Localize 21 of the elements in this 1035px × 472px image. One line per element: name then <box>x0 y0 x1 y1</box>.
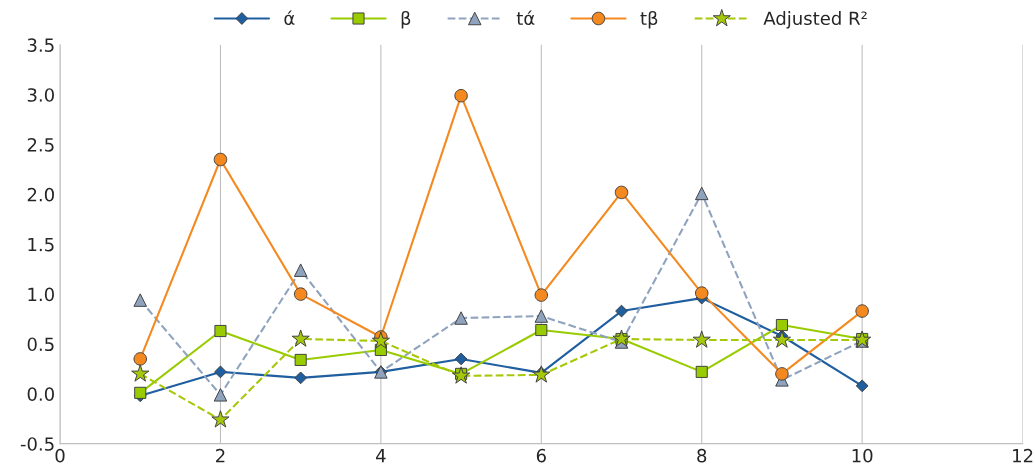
x-tick-label: 10 <box>852 448 873 463</box>
x-tick-label: 4 <box>376 449 386 463</box>
x-tick-label: 2 <box>216 448 225 463</box>
x-tick-label: 12 <box>1013 448 1033 463</box>
y-tick-label: -0.5 <box>20 437 54 451</box>
y-tick-label: 1.0 <box>28 287 54 302</box>
y-tick-label: 0.5 <box>27 337 54 352</box>
x-tick-label: 6 <box>536 448 546 463</box>
y-tick-label: 0.0 <box>27 387 54 401</box>
legend-label: tά <box>516 10 535 26</box>
legend-label: ά <box>284 10 295 26</box>
y-tick-label: 3.0 <box>27 88 54 102</box>
y-tick-label: 2.0 <box>27 187 54 202</box>
legend-label: Adjusted R² <box>763 11 867 29</box>
y-tick-label: 2.5 <box>27 138 54 152</box>
x-tick-label: 0 <box>55 448 65 463</box>
legend-label: tβ <box>640 11 658 29</box>
y-tick-label: 3.5 <box>27 38 54 52</box>
y-tick-label: 1.5 <box>28 237 54 252</box>
x-tick-label: 8 <box>697 448 707 463</box>
legend-label: β <box>401 11 411 29</box>
